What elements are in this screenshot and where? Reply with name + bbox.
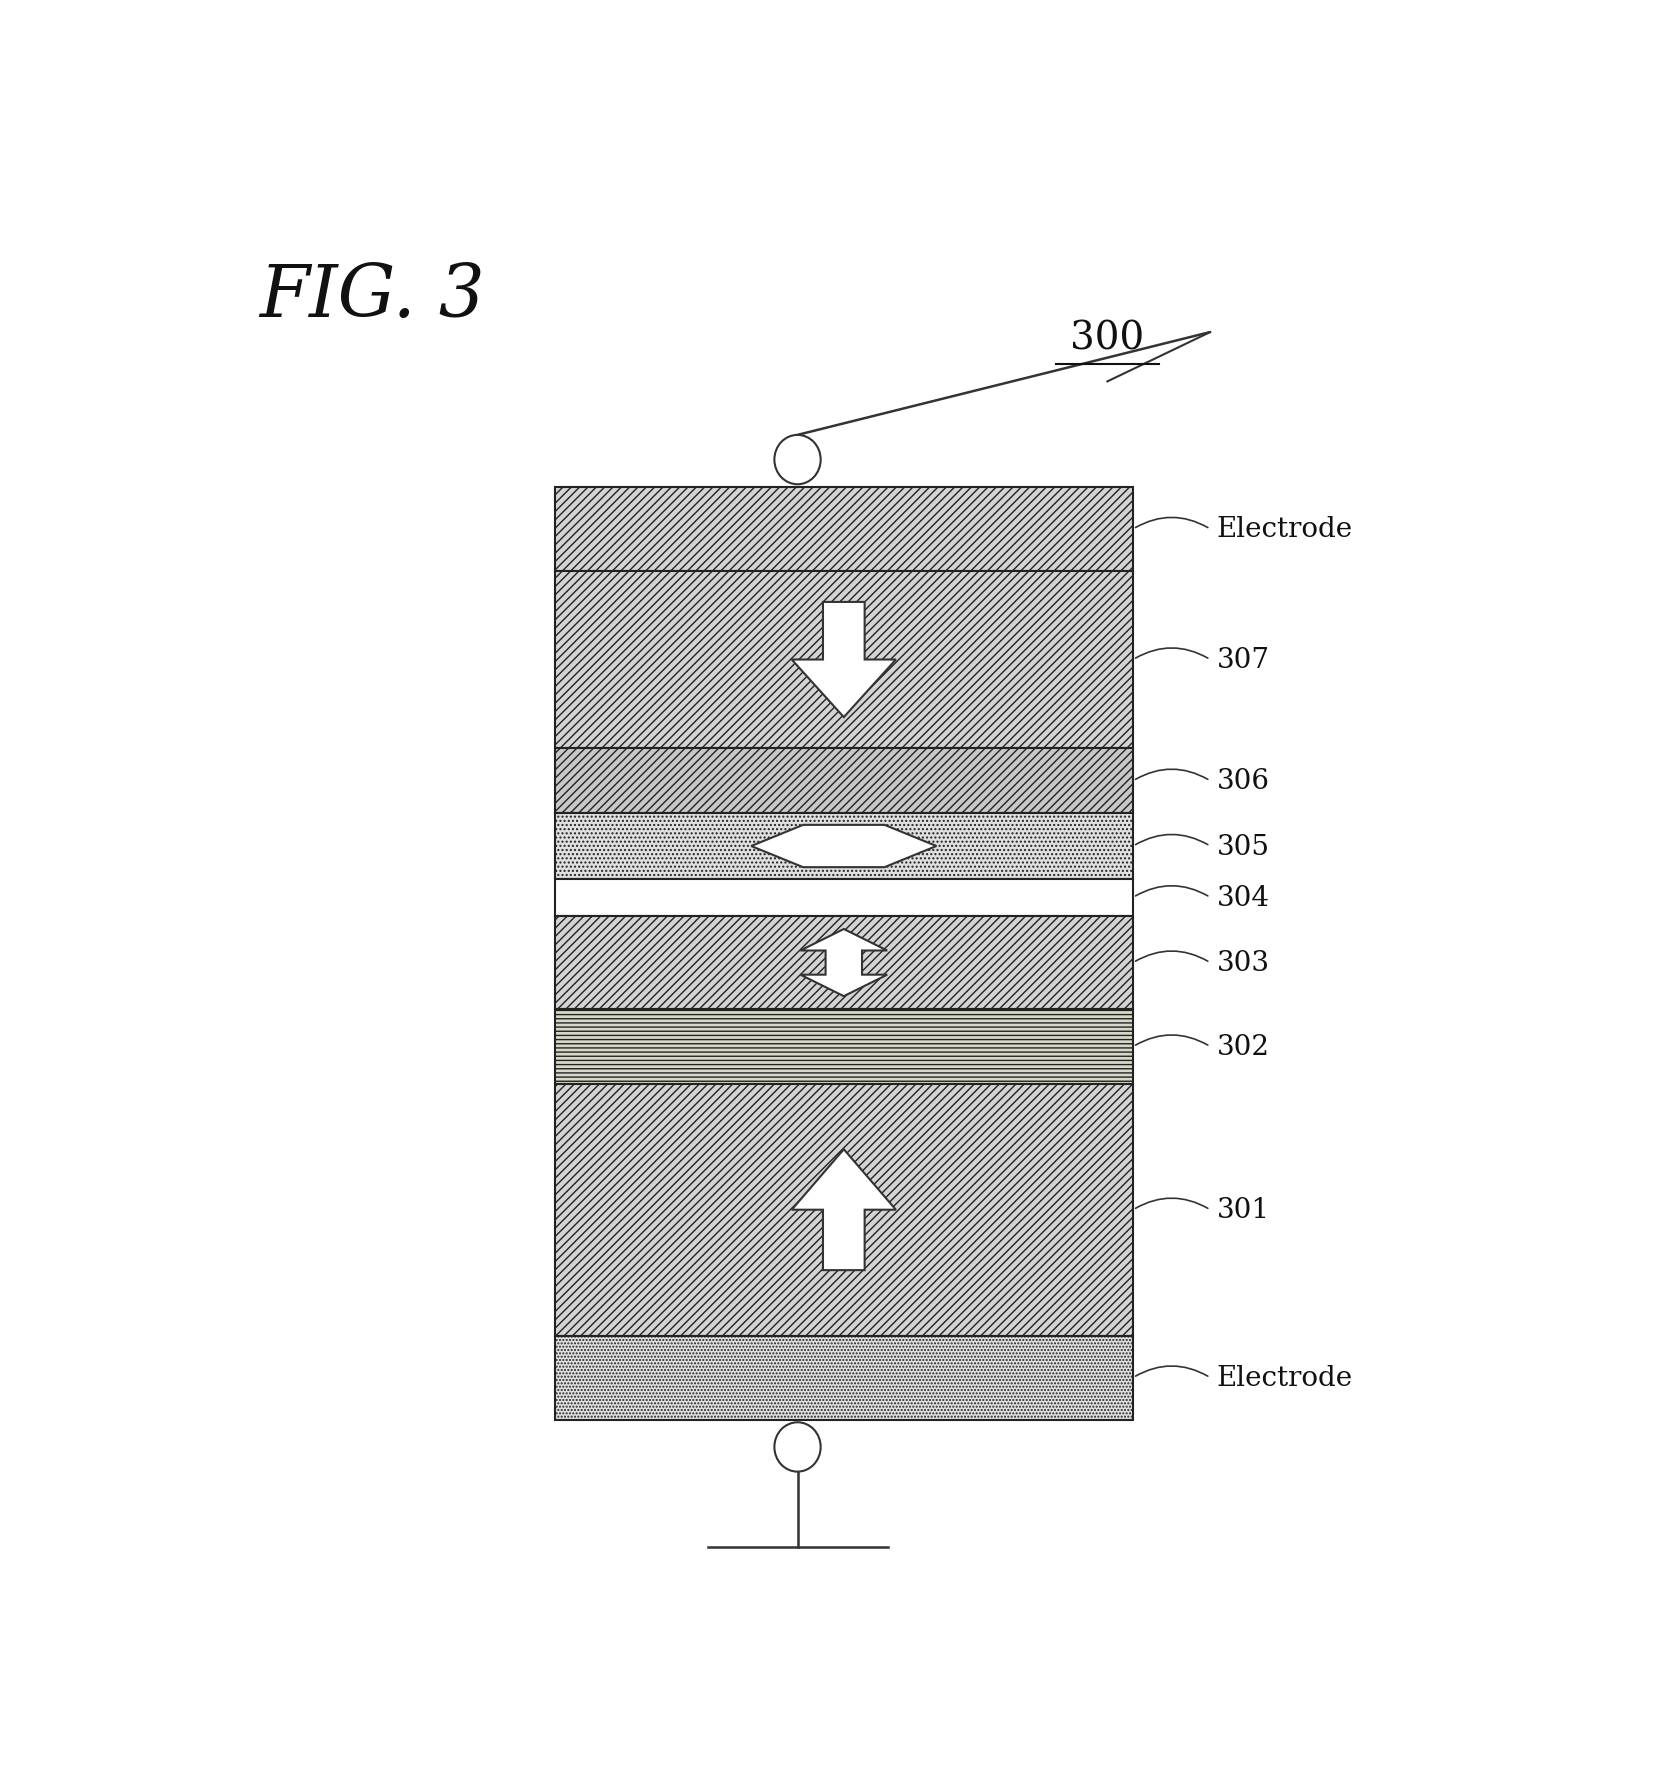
Circle shape: [775, 1422, 821, 1472]
Text: Electrode: Electrode: [1216, 516, 1352, 543]
Bar: [554, 571, 1133, 749]
Text: 301: 301: [1216, 1196, 1269, 1223]
Text: 300: 300: [1070, 320, 1145, 358]
Text: 305: 305: [1216, 833, 1269, 860]
Text: 306: 306: [1216, 767, 1269, 796]
Text: 304: 304: [1216, 885, 1269, 911]
Text: 303: 303: [1216, 949, 1269, 977]
Text: Electrode: Electrode: [1216, 1363, 1352, 1392]
Polygon shape: [800, 929, 888, 997]
Polygon shape: [791, 603, 896, 717]
Bar: [554, 1084, 1133, 1335]
Polygon shape: [791, 1150, 896, 1271]
Text: 302: 302: [1216, 1034, 1269, 1061]
Bar: [554, 917, 1133, 1009]
Polygon shape: [752, 826, 936, 867]
Bar: [554, 1009, 1133, 1084]
Text: 307: 307: [1216, 646, 1269, 673]
Circle shape: [775, 436, 821, 484]
Bar: [554, 879, 1133, 917]
Text: FIG. 3: FIG. 3: [259, 262, 484, 333]
Bar: [554, 488, 1133, 571]
Bar: [554, 1335, 1133, 1420]
Bar: [554, 749, 1133, 813]
Bar: [554, 813, 1133, 879]
